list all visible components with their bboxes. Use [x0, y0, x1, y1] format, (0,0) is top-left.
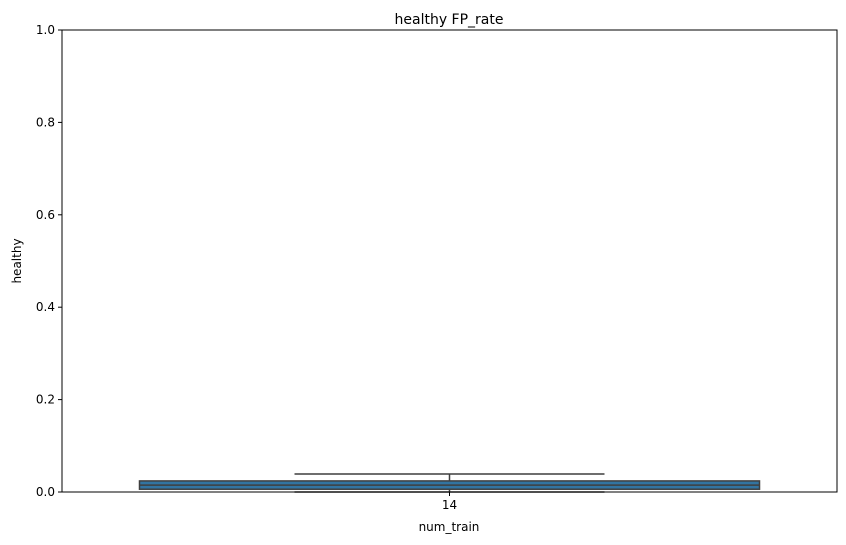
- y-tick-label: 0.8: [36, 115, 55, 129]
- x-axis-label: num_train: [419, 520, 480, 534]
- box-14: [138, 473, 761, 493]
- axes-frame: [61, 29, 838, 493]
- y-axis-label: healthy: [10, 238, 24, 283]
- x-axis-ticks: 14: [442, 492, 457, 512]
- plot-area: [138, 473, 761, 493]
- chart-title: healthy FP_rate: [395, 12, 504, 28]
- y-tick-label: 0.2: [36, 393, 55, 407]
- y-axis-ticks: 0.0 0.2 0.4 0.6 0.8 1.0: [36, 23, 62, 499]
- y-tick-label: 0.4: [36, 300, 55, 314]
- y-tick-label: 1.0: [36, 23, 55, 37]
- y-tick-label: 0.6: [36, 208, 55, 222]
- y-tick-label: 0.0: [36, 485, 55, 499]
- x-tick-label: 14: [442, 498, 457, 512]
